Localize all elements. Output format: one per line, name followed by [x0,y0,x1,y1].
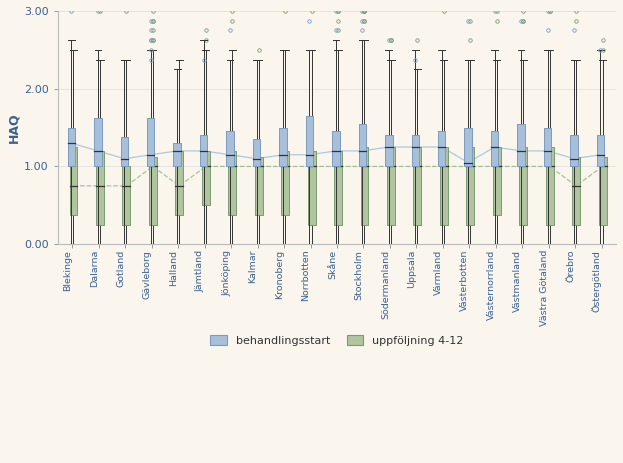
Bar [123,166,130,225]
Bar [385,135,392,166]
Bar [387,147,395,225]
Bar [438,131,445,166]
Bar [465,128,472,166]
Bar [253,139,260,166]
Bar [361,147,368,225]
Bar [493,147,501,215]
Y-axis label: HAQ: HAQ [7,112,20,143]
Bar [332,131,340,166]
Bar [279,128,287,166]
Bar [121,138,128,166]
Bar [149,156,157,225]
Bar [544,128,551,166]
Bar [334,151,342,225]
Bar [147,118,155,166]
Bar [96,151,104,225]
Bar [412,135,419,166]
Bar [467,147,474,225]
Bar [281,151,289,215]
Bar [200,135,207,166]
Bar [228,151,236,215]
Bar [570,135,578,166]
Bar [572,156,580,225]
Bar [517,124,525,166]
Bar [202,151,210,205]
Bar [599,156,607,225]
Bar [546,147,554,225]
Bar [226,131,234,166]
Bar [440,147,448,225]
Bar [308,151,315,225]
Bar [306,116,313,166]
Bar [175,151,183,215]
Bar [519,147,527,225]
Bar [414,147,421,225]
Bar [70,147,77,215]
Bar [68,128,75,166]
Bar [255,156,263,215]
Bar [359,124,366,166]
Bar [491,131,498,166]
Legend: behandlingsstart, uppföljning 4-12: behandlingsstart, uppföljning 4-12 [206,331,468,350]
Bar [94,118,102,166]
Bar [597,135,604,166]
Bar [173,143,181,166]
